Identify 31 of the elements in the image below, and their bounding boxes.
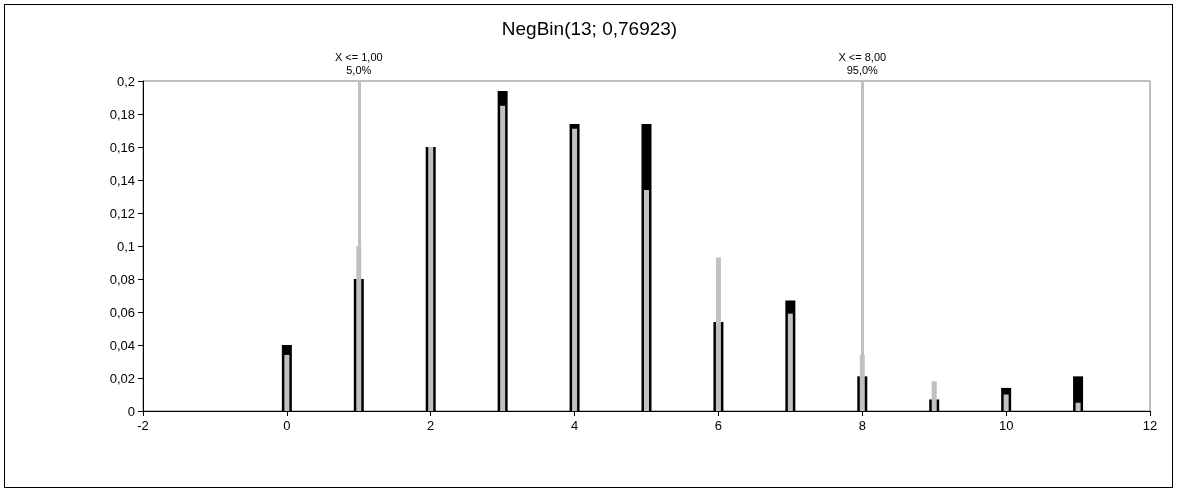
x-tick-label: 0 <box>283 418 291 433</box>
bar <box>715 257 721 411</box>
y-tick-label: 0,1 <box>116 238 135 254</box>
x-tick-label: 2 <box>427 418 435 433</box>
x-tick-label: 10 <box>998 418 1014 433</box>
y-tick-label: 0 <box>127 403 135 419</box>
x-tick-label: 8 <box>858 418 866 433</box>
bar <box>572 128 578 411</box>
y-tick-label: 0,14 <box>109 172 135 188</box>
x-tick-label: 12 <box>1142 418 1158 433</box>
bar <box>787 313 793 411</box>
y-tick-label: 0,06 <box>109 304 135 320</box>
x-tick-label: 4 <box>570 418 579 433</box>
x-tick-label: 6 <box>714 418 723 433</box>
bar <box>1003 394 1009 411</box>
y-tick-label: 0,08 <box>109 271 135 287</box>
bar <box>284 354 290 411</box>
y-tick-label: 0,16 <box>109 139 135 155</box>
bar <box>931 381 937 411</box>
y-tick-label: 0,04 <box>109 337 135 353</box>
y-tick-label: 0,02 <box>109 370 135 386</box>
y-tick-label: 0,12 <box>109 205 135 221</box>
chart-title: NegBin(13; 0,76923) <box>501 18 678 39</box>
bar <box>1075 402 1081 411</box>
x-tick-label: -2 <box>137 418 149 433</box>
bar <box>644 189 649 411</box>
y-tick-label: 0,18 <box>109 106 135 122</box>
ref-line-label: X <= 1,00 5,0% <box>334 50 383 76</box>
y-tick-label: 0,2 <box>116 73 135 89</box>
bar <box>500 105 506 411</box>
ref-line-label: X <= 8,00 95,0% <box>838 50 887 76</box>
